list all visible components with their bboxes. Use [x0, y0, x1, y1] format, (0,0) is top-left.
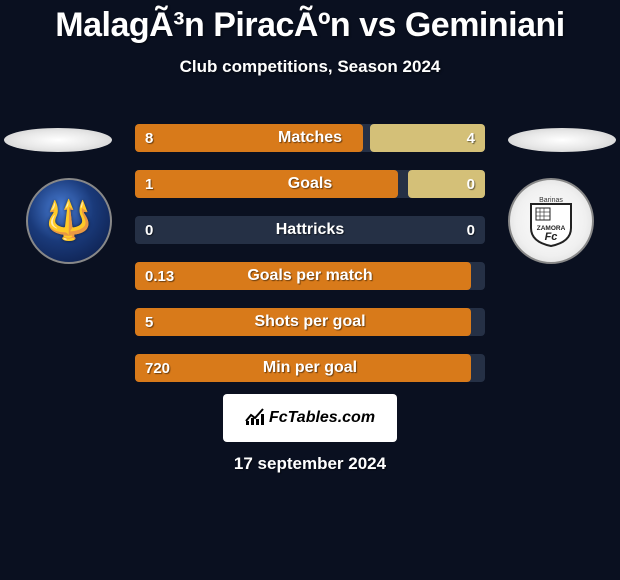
fctables-logo[interactable]: FcTables.com: [223, 394, 397, 442]
stat-label: Shots per goal: [135, 313, 485, 331]
stat-label: Goals: [135, 175, 485, 193]
chart-icon: [245, 407, 265, 430]
fctables-text: FcTables.com: [269, 409, 375, 427]
page-title: MalagÃ³n PiracÃºn vs Geminiani: [0, 0, 620, 45]
stat-row: 720Min per goal: [135, 354, 485, 382]
shield-icon: Barinas ZAMORA Fc: [526, 194, 576, 248]
stats-container: 84Matches 10Goals 00Hattricks 0.13Goals per…: [135, 124, 485, 400]
right-team-badge: Barinas ZAMORA Fc: [508, 178, 594, 264]
stat-label: Matches: [135, 129, 485, 147]
page-subtitle: Club competitions, Season 2024: [0, 57, 620, 77]
stat-row: 5Shots per goal: [135, 308, 485, 336]
left-ellipse-decor: [4, 128, 112, 152]
stat-label: Min per goal: [135, 359, 485, 377]
stat-label: Goals per match: [135, 267, 485, 285]
badge-top-text: Barinas: [539, 197, 563, 204]
stat-row: 00Hattricks: [135, 216, 485, 244]
trident-icon: 🔱: [45, 199, 92, 243]
left-team-badge: 🔱: [26, 178, 112, 264]
date-text: 17 september 2024: [0, 454, 620, 474]
stat-row: 84Matches: [135, 124, 485, 152]
svg-text:Fc: Fc: [545, 231, 558, 243]
stat-label: Hattricks: [135, 221, 485, 239]
stat-row: 0.13Goals per match: [135, 262, 485, 290]
right-ellipse-decor: [508, 128, 616, 152]
stat-row: 10Goals: [135, 170, 485, 198]
